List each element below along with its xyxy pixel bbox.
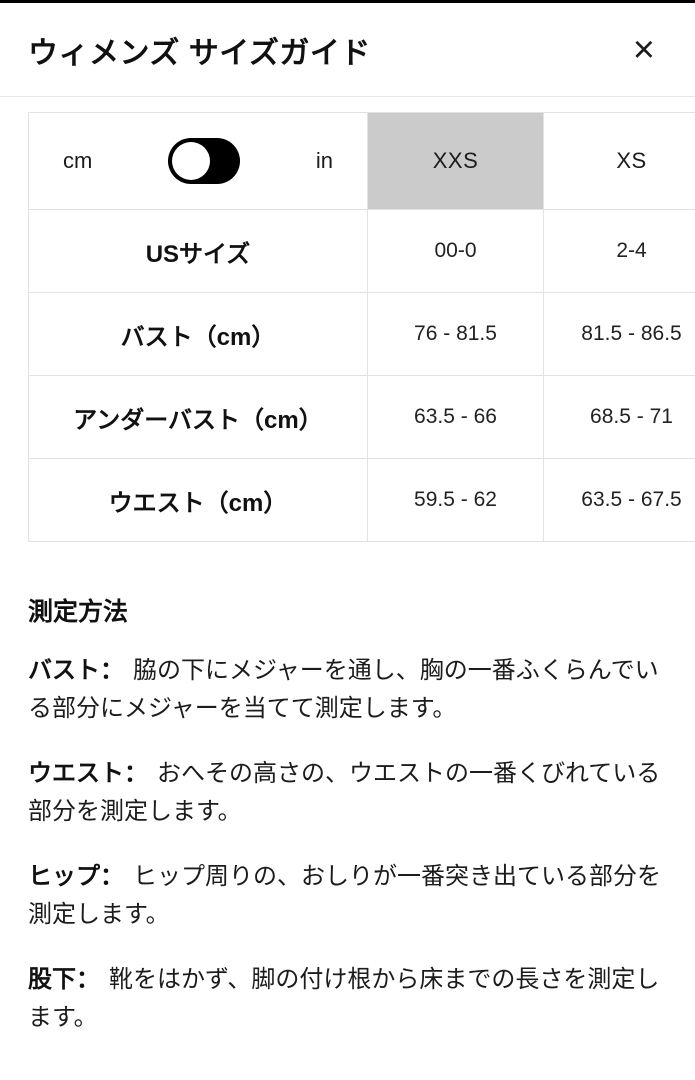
cell-value: 63.5 - 67.5 [543,458,695,542]
measurement-item-bust: バスト： 脇の下にメジャーを通し、胸の一番ふくらんでいる部分にメジャーを当てて測定… [28,652,667,728]
table-header-row: cm in XXS XS [28,112,695,210]
measurement-description: おへその高さの、ウエストの一番くびれている部分を測定します。 [28,760,661,825]
cell-value: 2-4 [543,209,695,293]
cell-value: 59.5 - 62 [367,458,544,542]
measurement-description: 脇の下にメジャーを通し、胸の一番ふくらんでいる部分にメジャーを当てて測定します。 [28,657,659,722]
cell-value: 68.5 - 71 [543,375,695,459]
row-label-waist: ウエスト（cm） [28,458,368,542]
modal-header: ウィメンズ サイズガイド × [0,3,695,97]
measurement-term: バスト： [28,657,124,684]
row-label-us-size: USサイズ [28,209,368,293]
cell-value: 63.5 - 66 [367,375,544,459]
measurement-heading: 測定方法 [28,598,129,626]
unit-toggle-knob [172,142,211,180]
unit-label-in: in [315,148,333,173]
row-label-underbust: アンダーバスト（cm） [28,375,368,459]
size-table-scroll-area[interactable]: cm in XXS XS USサイズ 00-0 2-4 バスト（cm） 76 - [28,112,695,542]
measurement-item-waist: ウエスト： おへその高さの、ウエストの一番くびれている部分を測定します。 [28,755,667,831]
table-row: USサイズ 00-0 2-4 [28,209,695,293]
table-row: アンダーバスト（cm） 63.5 - 66 68.5 - 71 [28,375,695,459]
measurement-item-inseam: 股下： 靴をはかず、脚の付け根から床までの長さを測定します。 [28,961,667,1037]
measurement-item-hip: ヒップ： ヒップ周りの、おしりが一番突き出ている部分を測定します。 [28,858,667,934]
cell-value: 00-0 [367,209,544,293]
close-icon[interactable]: × [632,28,655,71]
measurement-term: ウエスト： [28,760,148,787]
unit-label-cm: cm [63,148,93,173]
unit-toggle[interactable] [168,138,241,184]
modal-top-border [0,0,695,3]
page-title: ウィメンズ サイズガイド [28,36,371,70]
measurement-description: 靴をはかず、脚の付け根から床までの長さを測定します。 [28,966,660,1031]
cell-value: 81.5 - 86.5 [543,292,695,376]
measurement-term: ヒップ： [28,863,124,890]
measurement-section: 測定方法 バスト： 脇の下にメジャーを通し、胸の一番ふくらんでいる部分にメジャーを… [28,592,667,1037]
column-header-xxs: XXS [367,112,544,210]
unit-toggle-cell: cm in [28,112,368,210]
measurement-description: ヒップ周りの、おしりが一番突き出ている部分を測定します。 [28,863,661,928]
row-label-bust: バスト（cm） [28,292,368,376]
measurement-term: 股下： [28,966,100,993]
size-table: cm in XXS XS USサイズ 00-0 2-4 バスト（cm） 76 - [28,112,695,542]
table-row: バスト（cm） 76 - 81.5 81.5 - 86.5 [28,292,695,376]
column-header-xs: XS [543,112,695,210]
table-row: ウエスト（cm） 59.5 - 62 63.5 - 67.5 [28,458,695,542]
cell-value: 76 - 81.5 [367,292,544,376]
